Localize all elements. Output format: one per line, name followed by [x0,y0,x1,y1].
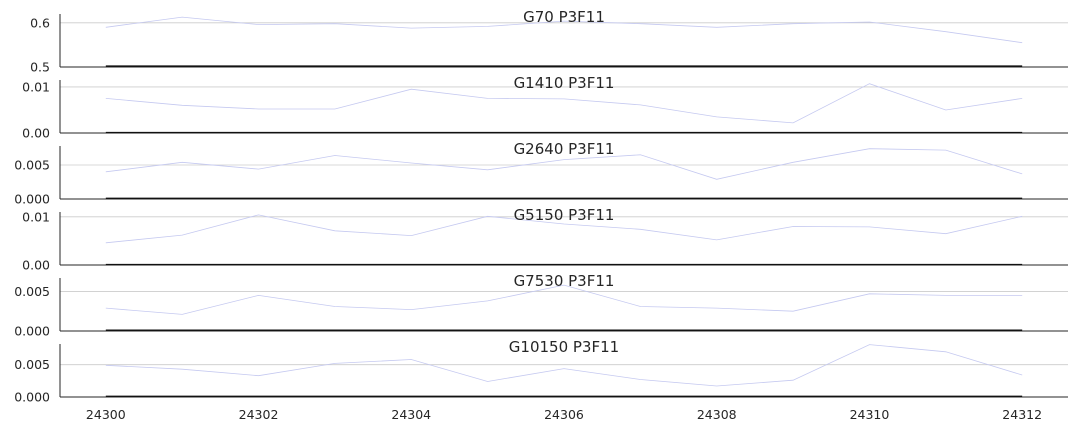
series-line-panel-3 [105,148,1023,180]
panel-title-4: G5150 P3F11 [514,206,615,224]
y-tick-label-panel-2: 0.00 [22,126,50,141]
y-tick-label-panel-2: 0.01 [22,79,50,94]
y-tick-label-panel-4: 0.01 [22,209,50,224]
x-tick-label: 24308 [697,407,737,422]
series-line-panel-6 [105,344,1023,387]
series-line-panel-4 [105,214,1023,244]
series-line-panel-1 [105,16,1023,44]
y-tick-label-panel-1: 0.6 [30,15,50,30]
y-tick-label-panel-5: 0.005 [14,284,50,299]
x-tick-label: 24312 [1002,407,1042,422]
panel-title-6: G10150 P3F11 [509,338,619,356]
series-line-panel-2 [105,83,1023,124]
y-tick-label-panel-5: 0.000 [14,324,50,339]
y-tick-label-panel-3: 0.005 [14,158,50,173]
panel-title-5: G7530 P3F11 [514,272,615,290]
x-tick-label: 24300 [86,407,126,422]
x-tick-label: 24304 [391,407,431,422]
y-tick-label-panel-6: 0.000 [14,390,50,405]
x-tick-label: 24306 [544,407,584,422]
series-line-panel-5 [105,284,1023,315]
x-tick-label: 24302 [239,407,279,422]
panel-title-3: G2640 P3F11 [514,140,615,158]
panel-title-1: G70 P3F11 [523,8,605,26]
x-tick-label: 24310 [850,407,890,422]
y-tick-label-panel-6: 0.005 [14,357,50,372]
y-tick-label-panel-4: 0.00 [22,258,50,273]
panel-title-2: G1410 P3F11 [514,74,615,92]
y-tick-label-panel-1: 0.5 [30,60,50,75]
y-tick-label-panel-3: 0.000 [14,192,50,207]
